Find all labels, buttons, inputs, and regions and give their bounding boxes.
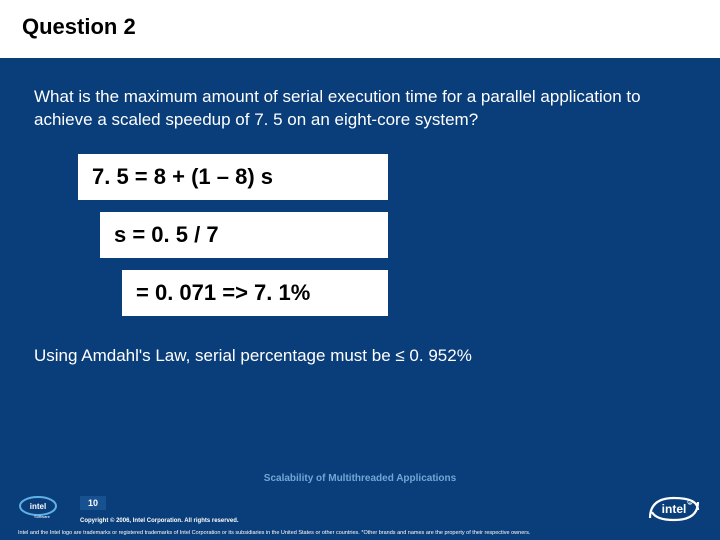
intel-logo: intel R <box>646 490 702 526</box>
equation-1: 7. 5 = 8 + (1 – 8) s <box>78 154 388 200</box>
intel-software-logo: intel Software <box>18 496 66 520</box>
copyright-text: Copyright © 2006, Intel Corporation. All… <box>80 518 239 524</box>
svg-text:intel: intel <box>30 502 46 511</box>
page-number: 10 <box>80 496 106 510</box>
svg-text:Software: Software <box>34 514 51 519</box>
question-text: What is the maximum amount of serial exe… <box>34 86 686 132</box>
section-title: Scalability of Multithreaded Application… <box>0 473 720 484</box>
svg-text:intel: intel <box>662 502 687 516</box>
equation-2: s = 0. 5 / 7 <box>100 212 388 258</box>
slide-content: What is the maximum amount of serial exe… <box>0 58 720 376</box>
equation-3: = 0. 071 => 7. 1% <box>122 270 388 316</box>
answer-text: Using Amdahl's Law, serial percentage mu… <box>34 346 686 366</box>
trademark-text: Intel and the Intel logo are trademarks … <box>18 530 702 536</box>
title-bar: Question 2 <box>0 0 720 58</box>
slide-title: Question 2 <box>22 14 698 40</box>
